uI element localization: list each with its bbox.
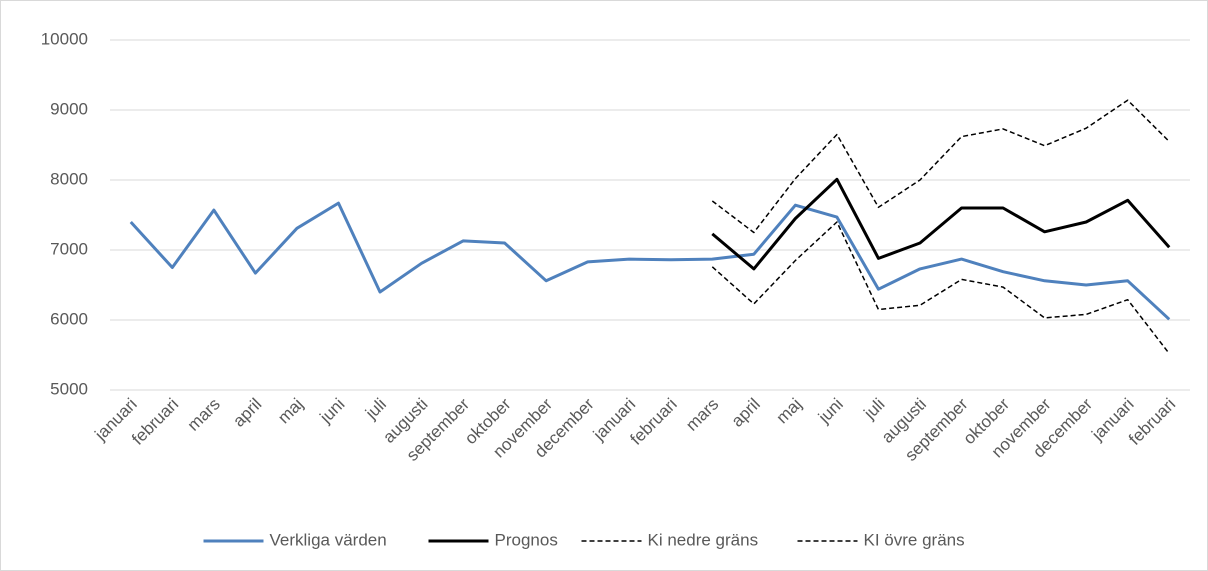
legend-label: Prognos xyxy=(495,530,558,549)
y-tick-label: 8000 xyxy=(50,169,88,188)
y-tick-label: 9000 xyxy=(50,99,88,118)
series-line xyxy=(711,221,1170,355)
series-line xyxy=(129,201,1171,321)
y-tick-label: 7000 xyxy=(50,239,88,258)
legend-label: KI övre gräns xyxy=(864,530,965,549)
series-line xyxy=(711,99,1170,234)
y-tick-label: 6000 xyxy=(50,309,88,328)
y-tick-label: 5000 xyxy=(50,379,88,398)
legend-label: Verkliga värden xyxy=(270,530,387,549)
legend-label: Ki nedre gräns xyxy=(648,530,759,549)
y-tick-label: 10000 xyxy=(41,29,88,48)
series-line xyxy=(711,177,1171,271)
